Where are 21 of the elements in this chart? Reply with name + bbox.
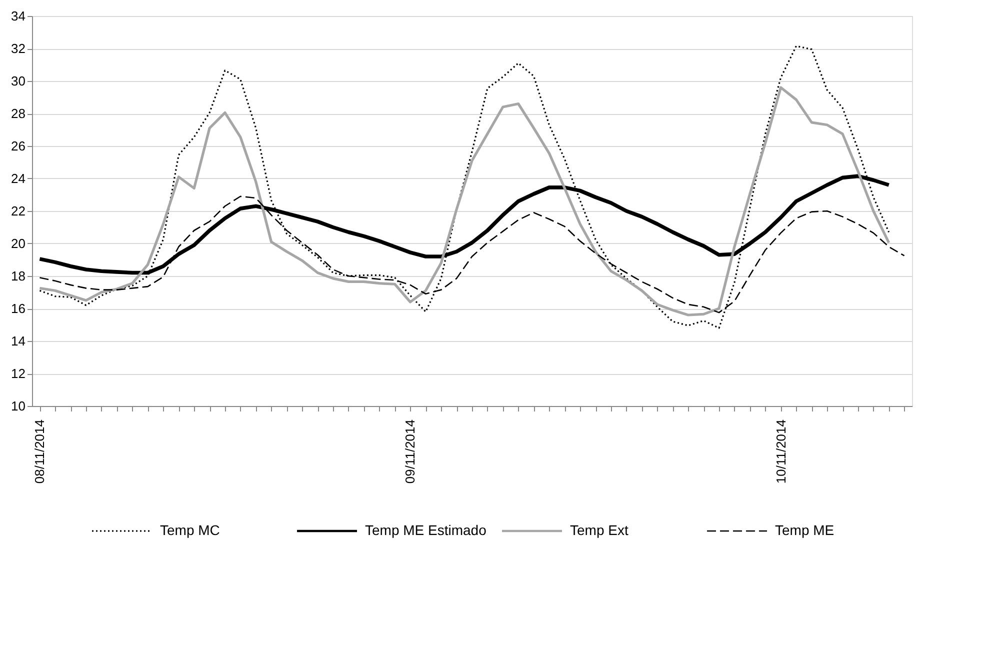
y-tick-label: 24	[11, 171, 26, 186]
y-tick-label: 26	[11, 138, 26, 154]
y-tick-label: 18	[11, 268, 26, 284]
y-tick-label: 20	[11, 236, 26, 251]
line-series	[38, 86, 890, 316]
y-tick-label: 16	[11, 301, 26, 316]
x-tick-label: 08/11/2014	[32, 420, 48, 484]
y-tick-label: 22	[11, 204, 26, 218]
y-tick-label: 10	[11, 398, 26, 414]
legend-label: Temp Ext	[570, 522, 628, 538]
y-tick-label: 14	[11, 334, 26, 348]
legend-label: Temp MC	[160, 522, 220, 538]
y-tick-label: 28	[11, 106, 26, 121]
y-tick-label: 12	[11, 366, 26, 381]
y-tick-label: 30	[11, 74, 26, 88]
x-tick-label: 09/11/2014	[402, 420, 418, 484]
x-tick-label: 10/11/2014	[773, 420, 788, 484]
y-tick-label: 32	[11, 41, 26, 56]
y-tick-label: 34	[11, 8, 26, 24]
legend-label: Temp ME Estimado	[365, 522, 487, 538]
legend-label: Temp ME	[775, 522, 834, 538]
